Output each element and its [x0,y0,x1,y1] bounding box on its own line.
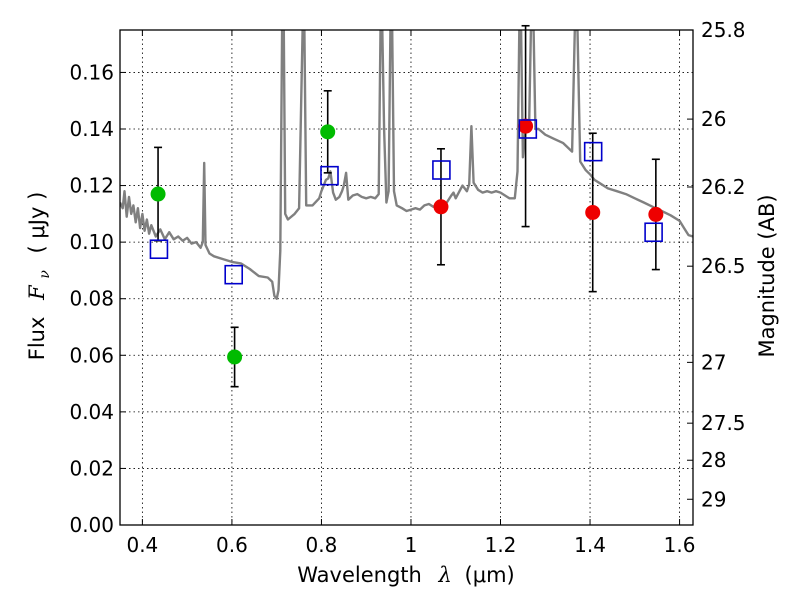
y-tick-label: 0.16 [69,60,114,84]
y-tick-label: 0.06 [69,343,114,367]
model-photometry-point [644,222,663,243]
red-photometry-point [518,118,534,134]
y2-tick-label: 27 [701,350,726,374]
error-bars [154,24,660,388]
x-tick-label: 1.2 [485,533,517,557]
y2-tick-label: 28 [701,448,726,472]
y-tick-label: 0.14 [69,117,114,141]
axis-ticks: 0.4 0.6 0.8 1 1.2 1.4 1.6 0.00 0.02 0.04 0.06 0.08 0… [69,18,745,557]
x-axis-label: Wavelength λ (μm) [297,563,514,587]
green-photometry-point [320,124,336,140]
x-axis-label-symbol: λ [438,563,452,587]
model-photometry-point [432,160,451,180]
y2-tick-label: 26 [701,107,726,131]
green-photometry-point [150,186,166,202]
y2-tick-label: 29 [701,487,726,511]
x-axis-label-unit: (μm) [465,563,515,587]
x-tick-label: 1 [405,533,418,557]
y-axis-label-subscript: ν [37,270,53,279]
y2-axis-label: Magnitude (AB) [755,194,779,357]
x-tick-label: 0.4 [126,533,158,557]
y-tick-label: 0.12 [69,174,114,198]
red-photometry-point [433,199,449,215]
y-tick-label: 0.02 [69,456,114,480]
green-photometry-point [227,349,243,365]
x-axis-label-prefix: Wavelength [297,563,422,587]
y2-tick-label: 27.5 [701,411,746,435]
red-photometry-point [585,204,601,220]
model-spectrum-layer [120,30,693,300]
model-spectrum-line [120,30,693,300]
y2-tick-label: 26.2 [701,175,746,199]
model-photometry-point [224,264,244,285]
y2-tick-label: 25.8 [701,18,746,42]
model-photometry-point [518,119,538,139]
y-tick-label: 0.00 [69,513,114,537]
y-axis-label-unit: ( μJy ) [25,192,49,254]
y-tick-label: 0.08 [69,287,114,311]
y-tick-label: 0.10 [69,230,114,254]
y-axis-label: Flux F ν ( μJy ) [25,192,54,361]
y-axis-label-prefix: Flux [25,317,49,361]
red-photometry-point [648,206,664,222]
grid [120,30,693,525]
model-photometry-point [320,165,339,186]
data-markers [149,118,664,365]
plot-frame [119,29,694,526]
x-tick-label: 1.4 [574,533,606,557]
y-tick-label: 0.04 [69,400,114,424]
y-axis-label-symbol: F [25,284,49,301]
model-photometry-point [583,141,603,162]
model-photometry-point [149,239,169,260]
y2-tick-label: 26.5 [701,254,746,278]
x-tick-label: 0.8 [306,533,338,557]
x-tick-label: 0.6 [216,533,248,557]
x-tick-label: 1.6 [664,533,696,557]
